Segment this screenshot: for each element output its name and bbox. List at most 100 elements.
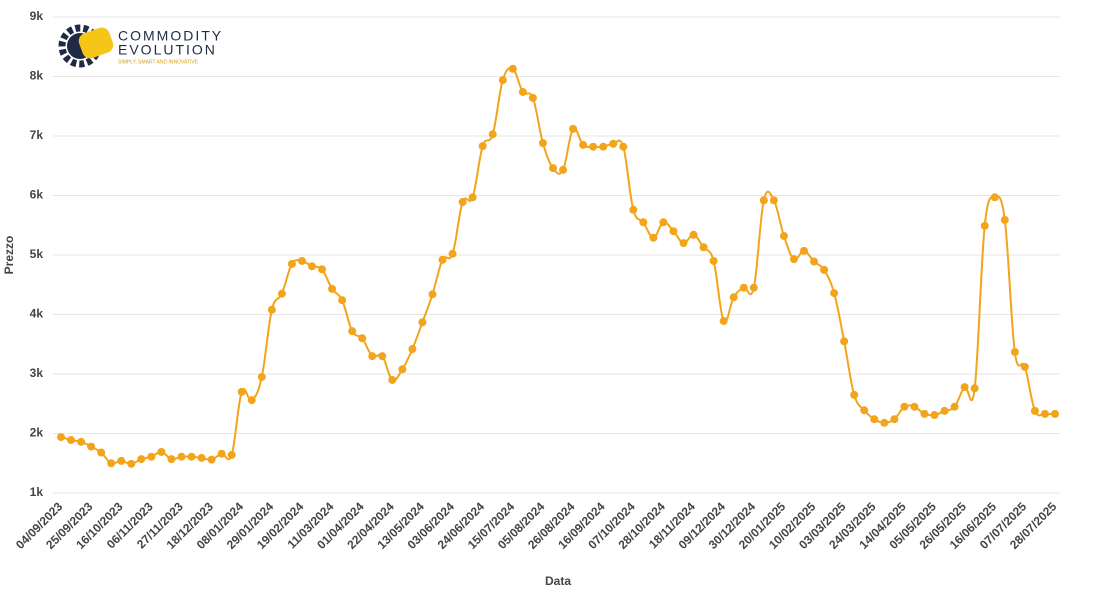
y-tick-label: 8k [30, 69, 44, 83]
point [308, 262, 317, 271]
point [789, 255, 798, 264]
y-tick-label: 2k [30, 426, 44, 440]
point [348, 327, 357, 336]
point [257, 372, 266, 381]
point [508, 64, 517, 73]
point [177, 452, 186, 461]
y-tick-label: 7k [30, 128, 44, 142]
point [719, 317, 728, 326]
point [538, 139, 547, 148]
point [107, 459, 116, 468]
point [167, 455, 176, 464]
y-tick-label: 5k [30, 247, 44, 261]
point [67, 436, 76, 445]
point [990, 193, 999, 202]
point [498, 76, 507, 85]
point [830, 289, 839, 298]
point [368, 352, 377, 361]
point [147, 452, 156, 461]
point [117, 456, 126, 465]
point [247, 396, 256, 405]
point [749, 283, 758, 292]
point [1020, 362, 1029, 371]
point [769, 196, 778, 205]
point [187, 452, 196, 461]
point [820, 265, 829, 274]
point [127, 459, 136, 468]
point [669, 227, 678, 236]
point [709, 256, 718, 265]
point [950, 402, 959, 411]
point [970, 384, 979, 393]
point [699, 243, 708, 252]
point [488, 130, 497, 139]
logo-text: COMMODITY [118, 28, 223, 44]
point [779, 231, 788, 240]
point [1051, 409, 1059, 418]
point [227, 450, 236, 459]
point [579, 140, 588, 149]
point [378, 352, 387, 361]
point [418, 318, 427, 327]
point [559, 165, 568, 174]
point [960, 383, 969, 392]
point [237, 387, 246, 396]
point [629, 205, 638, 214]
y-tick-label: 1k [30, 485, 44, 499]
point [799, 246, 808, 255]
point [197, 453, 206, 462]
point [980, 221, 989, 230]
point [277, 289, 286, 298]
point [548, 164, 557, 173]
point [659, 218, 668, 227]
point [87, 442, 96, 451]
point [287, 259, 296, 268]
point [880, 418, 889, 427]
point [358, 334, 367, 343]
point [890, 415, 899, 424]
point [910, 402, 919, 411]
point [468, 193, 477, 202]
point [599, 142, 608, 151]
point [1030, 406, 1039, 415]
point [428, 290, 437, 299]
y-tick-label: 6k [30, 188, 44, 202]
logo-tag [78, 27, 114, 59]
point [870, 415, 879, 424]
point [940, 406, 949, 415]
logo: COMMODITY EVOLUTION SIMPLY, SMART AND IN… [58, 24, 223, 68]
point [649, 233, 658, 242]
point [860, 406, 869, 415]
logo-text: EVOLUTION [118, 42, 217, 58]
point [217, 449, 226, 458]
y-tick-label: 4k [30, 307, 44, 321]
point [398, 365, 407, 374]
point [1010, 347, 1019, 356]
point [589, 142, 598, 151]
point [639, 218, 648, 227]
point [759, 196, 768, 205]
point [97, 448, 106, 457]
point [267, 305, 276, 314]
point [518, 87, 527, 96]
point [438, 255, 447, 264]
point [318, 265, 327, 274]
point [689, 230, 698, 239]
point [619, 142, 628, 151]
point [810, 257, 819, 266]
x-axis-title: Data [545, 574, 571, 588]
point [458, 198, 467, 207]
point [609, 139, 618, 148]
point [679, 239, 688, 248]
point [297, 256, 306, 265]
point [57, 433, 65, 442]
point [77, 437, 86, 446]
point [930, 411, 939, 420]
point [900, 402, 909, 411]
point [157, 447, 166, 456]
point [739, 283, 748, 292]
point [1040, 409, 1049, 418]
y-axis-title: Prezzo [2, 236, 16, 275]
point [207, 455, 216, 464]
